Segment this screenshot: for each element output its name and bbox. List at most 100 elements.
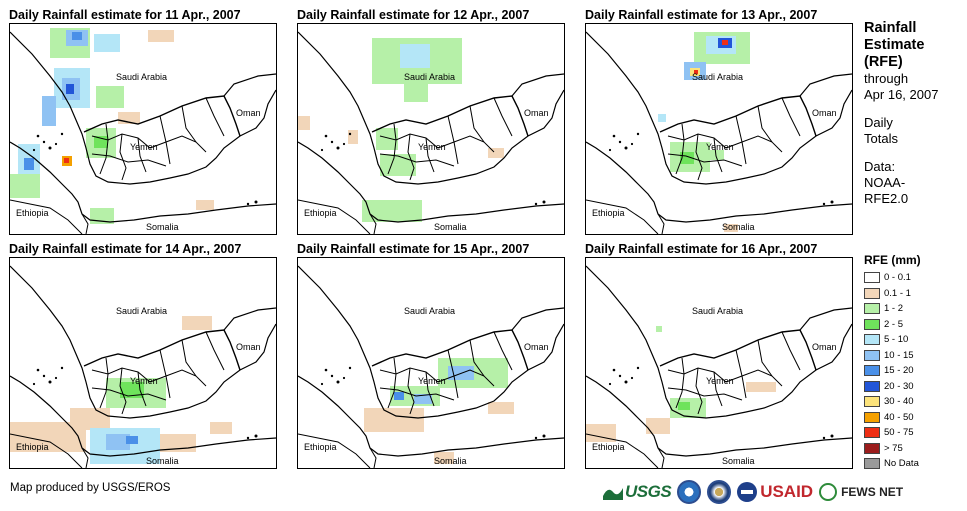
label-yemen: Yemen bbox=[130, 142, 158, 152]
state-dept-seal-icon bbox=[707, 480, 732, 504]
legend-label: 1 - 2 bbox=[884, 303, 904, 315]
legend-label: 50 - 75 bbox=[884, 427, 914, 439]
fews-net-logo-icon: FEWS NET bbox=[819, 483, 903, 501]
label-saudi-arabia: Saudi Arabia bbox=[116, 306, 167, 316]
legend-label: 40 - 50 bbox=[884, 411, 914, 423]
label-somalia: Somalia bbox=[146, 222, 179, 232]
legend-swatch bbox=[864, 349, 880, 361]
legend-swatch bbox=[864, 287, 880, 299]
map-panel: Daily Rainfall estimate for 15 Apr., 200… bbox=[297, 241, 565, 469]
panel-title: Daily Rainfall estimate for 12 Apr., 200… bbox=[297, 8, 530, 22]
legend-label: 15 - 20 bbox=[884, 365, 914, 377]
rainfall-map: Saudi Arabia Oman Yemen Ethiopia Somalia bbox=[585, 23, 853, 235]
label-yemen: Yemen bbox=[706, 376, 734, 386]
rfe-title: Rainfall Estimate (RFE) bbox=[864, 20, 925, 70]
legend-swatch bbox=[864, 303, 880, 315]
legend-item: 5 - 10 bbox=[864, 332, 921, 348]
legend-label: 5 - 10 bbox=[884, 334, 909, 346]
panel-title: Daily Rainfall estimate for 14 Apr., 200… bbox=[9, 242, 242, 256]
rain-cells bbox=[10, 28, 214, 224]
legend-swatch bbox=[864, 334, 880, 346]
credit-text: Map produced by USGS/EROS bbox=[10, 482, 171, 494]
usaid-logo-icon: USAID bbox=[737, 482, 813, 502]
label-somalia: Somalia bbox=[146, 456, 179, 466]
legend-label: 20 - 30 bbox=[884, 380, 914, 392]
logo-strip: USGS USAID FEWS NET bbox=[603, 477, 903, 507]
legend-swatch bbox=[864, 427, 880, 439]
legend-swatch bbox=[864, 396, 880, 408]
label-saudi-arabia: Saudi Arabia bbox=[116, 72, 167, 82]
label-somalia: Somalia bbox=[434, 456, 467, 466]
label-ethiopia: Ethiopia bbox=[304, 208, 337, 218]
label-yemen: Yemen bbox=[706, 142, 734, 152]
legend-item: 40 - 50 bbox=[864, 410, 921, 426]
legend-swatch bbox=[864, 318, 880, 330]
legend-item: 20 - 30 bbox=[864, 379, 921, 395]
rain-cells bbox=[10, 316, 232, 464]
legend-swatch bbox=[864, 365, 880, 377]
legend-item: 10 - 15 bbox=[864, 348, 921, 364]
legend-item: > 75 bbox=[864, 441, 921, 457]
legend-item: 0.1 - 1 bbox=[864, 286, 921, 302]
label-oman: Oman bbox=[812, 342, 837, 352]
legend-title: RFE (mm) bbox=[864, 253, 921, 267]
label-oman: Oman bbox=[524, 342, 549, 352]
label-ethiopia: Ethiopia bbox=[16, 208, 49, 218]
legend-item: 1 - 2 bbox=[864, 301, 921, 317]
label-somalia: Somalia bbox=[434, 222, 467, 232]
noaa-seal-icon bbox=[677, 480, 702, 504]
legend-label: No Data bbox=[884, 458, 919, 470]
label-ethiopia: Ethiopia bbox=[16, 442, 49, 452]
legend-swatch bbox=[864, 411, 880, 423]
legend-label: 0.1 - 1 bbox=[884, 287, 911, 299]
panel-title: Daily Rainfall estimate for 11 Apr., 200… bbox=[9, 8, 241, 22]
rainfall-map: Saudi Arabia Oman Yemen Ethiopia Somalia bbox=[297, 23, 565, 235]
map-panel: Daily Rainfall estimate for 11 Apr., 200… bbox=[9, 7, 277, 235]
legend-label: > 75 bbox=[884, 442, 903, 454]
label-somalia: Somalia bbox=[722, 456, 755, 466]
legend-item: No Data bbox=[864, 456, 921, 472]
legend-item: 15 - 20 bbox=[864, 363, 921, 379]
rainfall-map: Saudi Arabia Oman Yemen Ethiopia Somalia bbox=[9, 257, 277, 469]
label-yemen: Yemen bbox=[418, 142, 446, 152]
label-oman: Oman bbox=[812, 108, 837, 118]
label-oman: Oman bbox=[236, 108, 261, 118]
label-saudi-arabia: Saudi Arabia bbox=[692, 72, 743, 82]
legend-swatch bbox=[864, 442, 880, 454]
rain-cells bbox=[298, 38, 504, 222]
map-panel: Daily Rainfall estimate for 12 Apr., 200… bbox=[297, 7, 565, 235]
legend: RFE (mm) 0 - 0.1 0.1 - 1 1 - 2 2 - 5 5 - 10 1… bbox=[864, 253, 921, 472]
legend-swatch bbox=[864, 272, 880, 284]
rain-cells bbox=[586, 326, 776, 442]
legend-item: 2 - 5 bbox=[864, 317, 921, 333]
label-oman: Oman bbox=[524, 108, 549, 118]
map-panel: Daily Rainfall estimate for 13 Apr., 200… bbox=[585, 7, 853, 235]
map-panel: Daily Rainfall estimate for 14 Apr., 200… bbox=[9, 241, 277, 469]
rainfall-map: Saudi Arabia Oman Yemen Ethiopia Somalia bbox=[9, 23, 277, 235]
label-ethiopia: Ethiopia bbox=[592, 208, 625, 218]
label-somalia: Somalia bbox=[722, 222, 755, 232]
map-description: Rainfall Estimate (RFE) through Apr 16, … bbox=[864, 20, 964, 207]
daily-totals-label: Daily Totals bbox=[864, 115, 898, 146]
legend-item: 0 - 0.1 bbox=[864, 270, 921, 286]
panel-title: Daily Rainfall estimate for 16 Apr., 200… bbox=[585, 242, 818, 256]
usgs-logo-icon: USGS bbox=[603, 482, 672, 502]
label-oman: Oman bbox=[236, 342, 261, 352]
legend-label: 30 - 40 bbox=[884, 396, 914, 408]
legend-label: 10 - 15 bbox=[884, 349, 914, 361]
legend-label: 0 - 0.1 bbox=[884, 272, 911, 284]
label-ethiopia: Ethiopia bbox=[592, 442, 625, 452]
panel-title: Daily Rainfall estimate for 15 Apr., 200… bbox=[297, 242, 530, 256]
map-panel: Daily Rainfall estimate for 16 Apr., 200… bbox=[585, 241, 853, 469]
legend-item: 50 - 75 bbox=[864, 425, 921, 441]
legend-swatch bbox=[864, 458, 880, 470]
rain-cells bbox=[658, 32, 750, 232]
legend-label: 2 - 5 bbox=[884, 318, 904, 330]
data-source: Data: NOAA- RFE2.0 bbox=[864, 159, 909, 206]
label-yemen: Yemen bbox=[130, 376, 158, 386]
rainfall-map: Saudi Arabia Oman Yemen Ethiopia Somalia bbox=[297, 257, 565, 469]
through-date: through Apr 16, 2007 bbox=[864, 71, 939, 102]
rainfall-map: Saudi Arabia Oman Yemen Ethiopia Somalia bbox=[585, 257, 853, 469]
legend-item: 30 - 40 bbox=[864, 394, 921, 410]
panel-title: Daily Rainfall estimate for 13 Apr., 200… bbox=[585, 8, 818, 22]
